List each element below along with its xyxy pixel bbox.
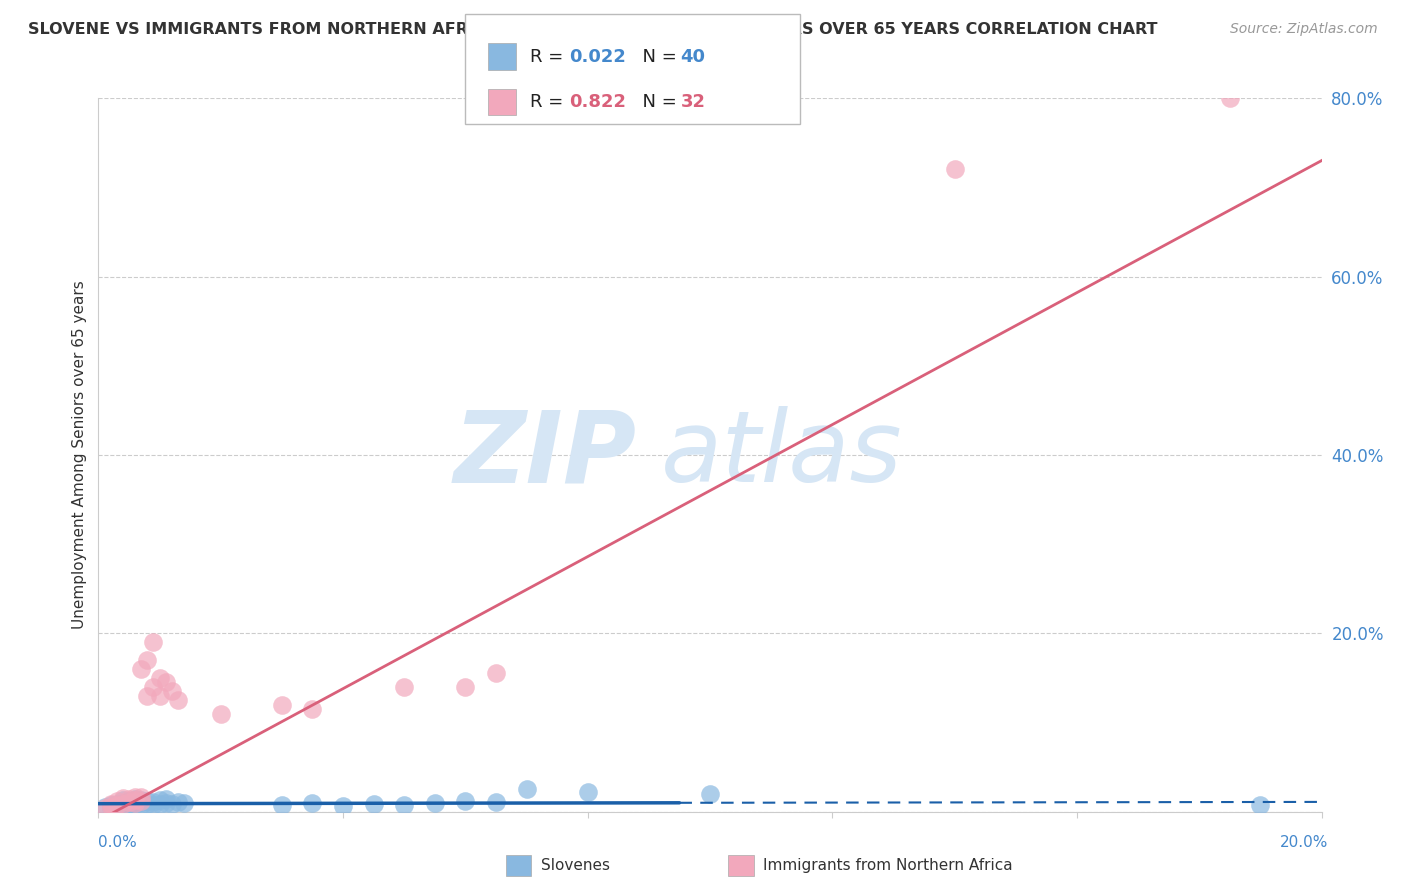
Text: 0.022: 0.022 [569,48,626,66]
Point [149,793,172,807]
Text: 20.0%: 20.0% [1281,836,1329,850]
Point [142,795,165,809]
Text: N =: N = [631,48,683,66]
Text: 40: 40 [681,48,706,66]
Text: SLOVENE VS IMMIGRANTS FROM NORTHERN AFRICA UNEMPLOYMENT AMONG SENIORS OVER 65 YE: SLOVENE VS IMMIGRANTS FROM NORTHERN AFRI… [28,22,1157,37]
Point [136,794,159,808]
Text: atlas: atlas [661,407,903,503]
Text: R =: R = [530,93,569,111]
Point [111,798,134,813]
Text: 0.822: 0.822 [569,93,627,111]
Text: R =: R = [530,48,569,66]
Point [124,793,146,807]
Point [118,795,141,809]
Point [129,794,152,808]
Point [485,666,508,681]
Point [105,794,128,808]
Point [155,792,177,806]
Point [111,796,134,810]
Point [118,797,141,811]
Point [392,798,416,813]
Point [454,794,477,808]
Point [105,798,128,813]
Point [100,801,122,815]
Point [149,671,172,685]
Point [363,797,385,811]
Point [111,791,134,805]
Point [142,680,165,694]
Point [124,796,146,810]
Point [576,785,599,799]
Point [485,795,508,809]
Text: 32: 32 [681,93,706,111]
Point [136,797,159,811]
Point [149,689,172,703]
Point [209,706,232,721]
Point [124,792,146,806]
Point [111,793,134,807]
Text: N =: N = [631,93,683,111]
Point [129,790,152,805]
Point [129,798,152,813]
Point [301,702,323,716]
Text: 0.0%: 0.0% [98,836,138,850]
Point [392,680,416,694]
Point [118,792,141,806]
Point [149,797,172,811]
Point [943,162,966,177]
Point [118,794,141,808]
Point [167,693,190,707]
Point [93,800,115,814]
Point [105,799,128,814]
Point [1219,91,1241,105]
Point [167,795,190,809]
Point [173,796,195,810]
Point [155,675,177,690]
Point [142,797,165,812]
Point [136,653,159,667]
Point [124,789,146,804]
Point [100,798,122,813]
Point [270,698,292,712]
Point [124,797,146,812]
Point [332,799,354,814]
Point [129,795,152,809]
Point [160,797,183,811]
Y-axis label: Unemployment Among Seniors over 65 years: Unemployment Among Seniors over 65 years [72,281,87,629]
Point [136,689,159,703]
Point [454,680,477,694]
Point [129,662,152,676]
Point [160,684,183,698]
Text: Source: ZipAtlas.com: Source: ZipAtlas.com [1230,22,1378,37]
Point [111,797,134,811]
Text: ZIP: ZIP [454,407,637,503]
Point [155,796,177,810]
Point [129,793,152,807]
Point [142,635,165,649]
Point [1249,797,1271,812]
Point [105,797,128,811]
Point [699,787,721,801]
Point [516,782,538,797]
Point [100,797,122,811]
Point [270,798,292,813]
Point [93,801,115,815]
Text: Immigrants from Northern Africa: Immigrants from Northern Africa [763,858,1014,872]
Point [118,800,141,814]
Point [423,796,446,810]
Point [100,800,122,814]
Point [124,795,146,809]
Text: Slovenes: Slovenes [541,858,610,872]
Point [301,796,323,810]
